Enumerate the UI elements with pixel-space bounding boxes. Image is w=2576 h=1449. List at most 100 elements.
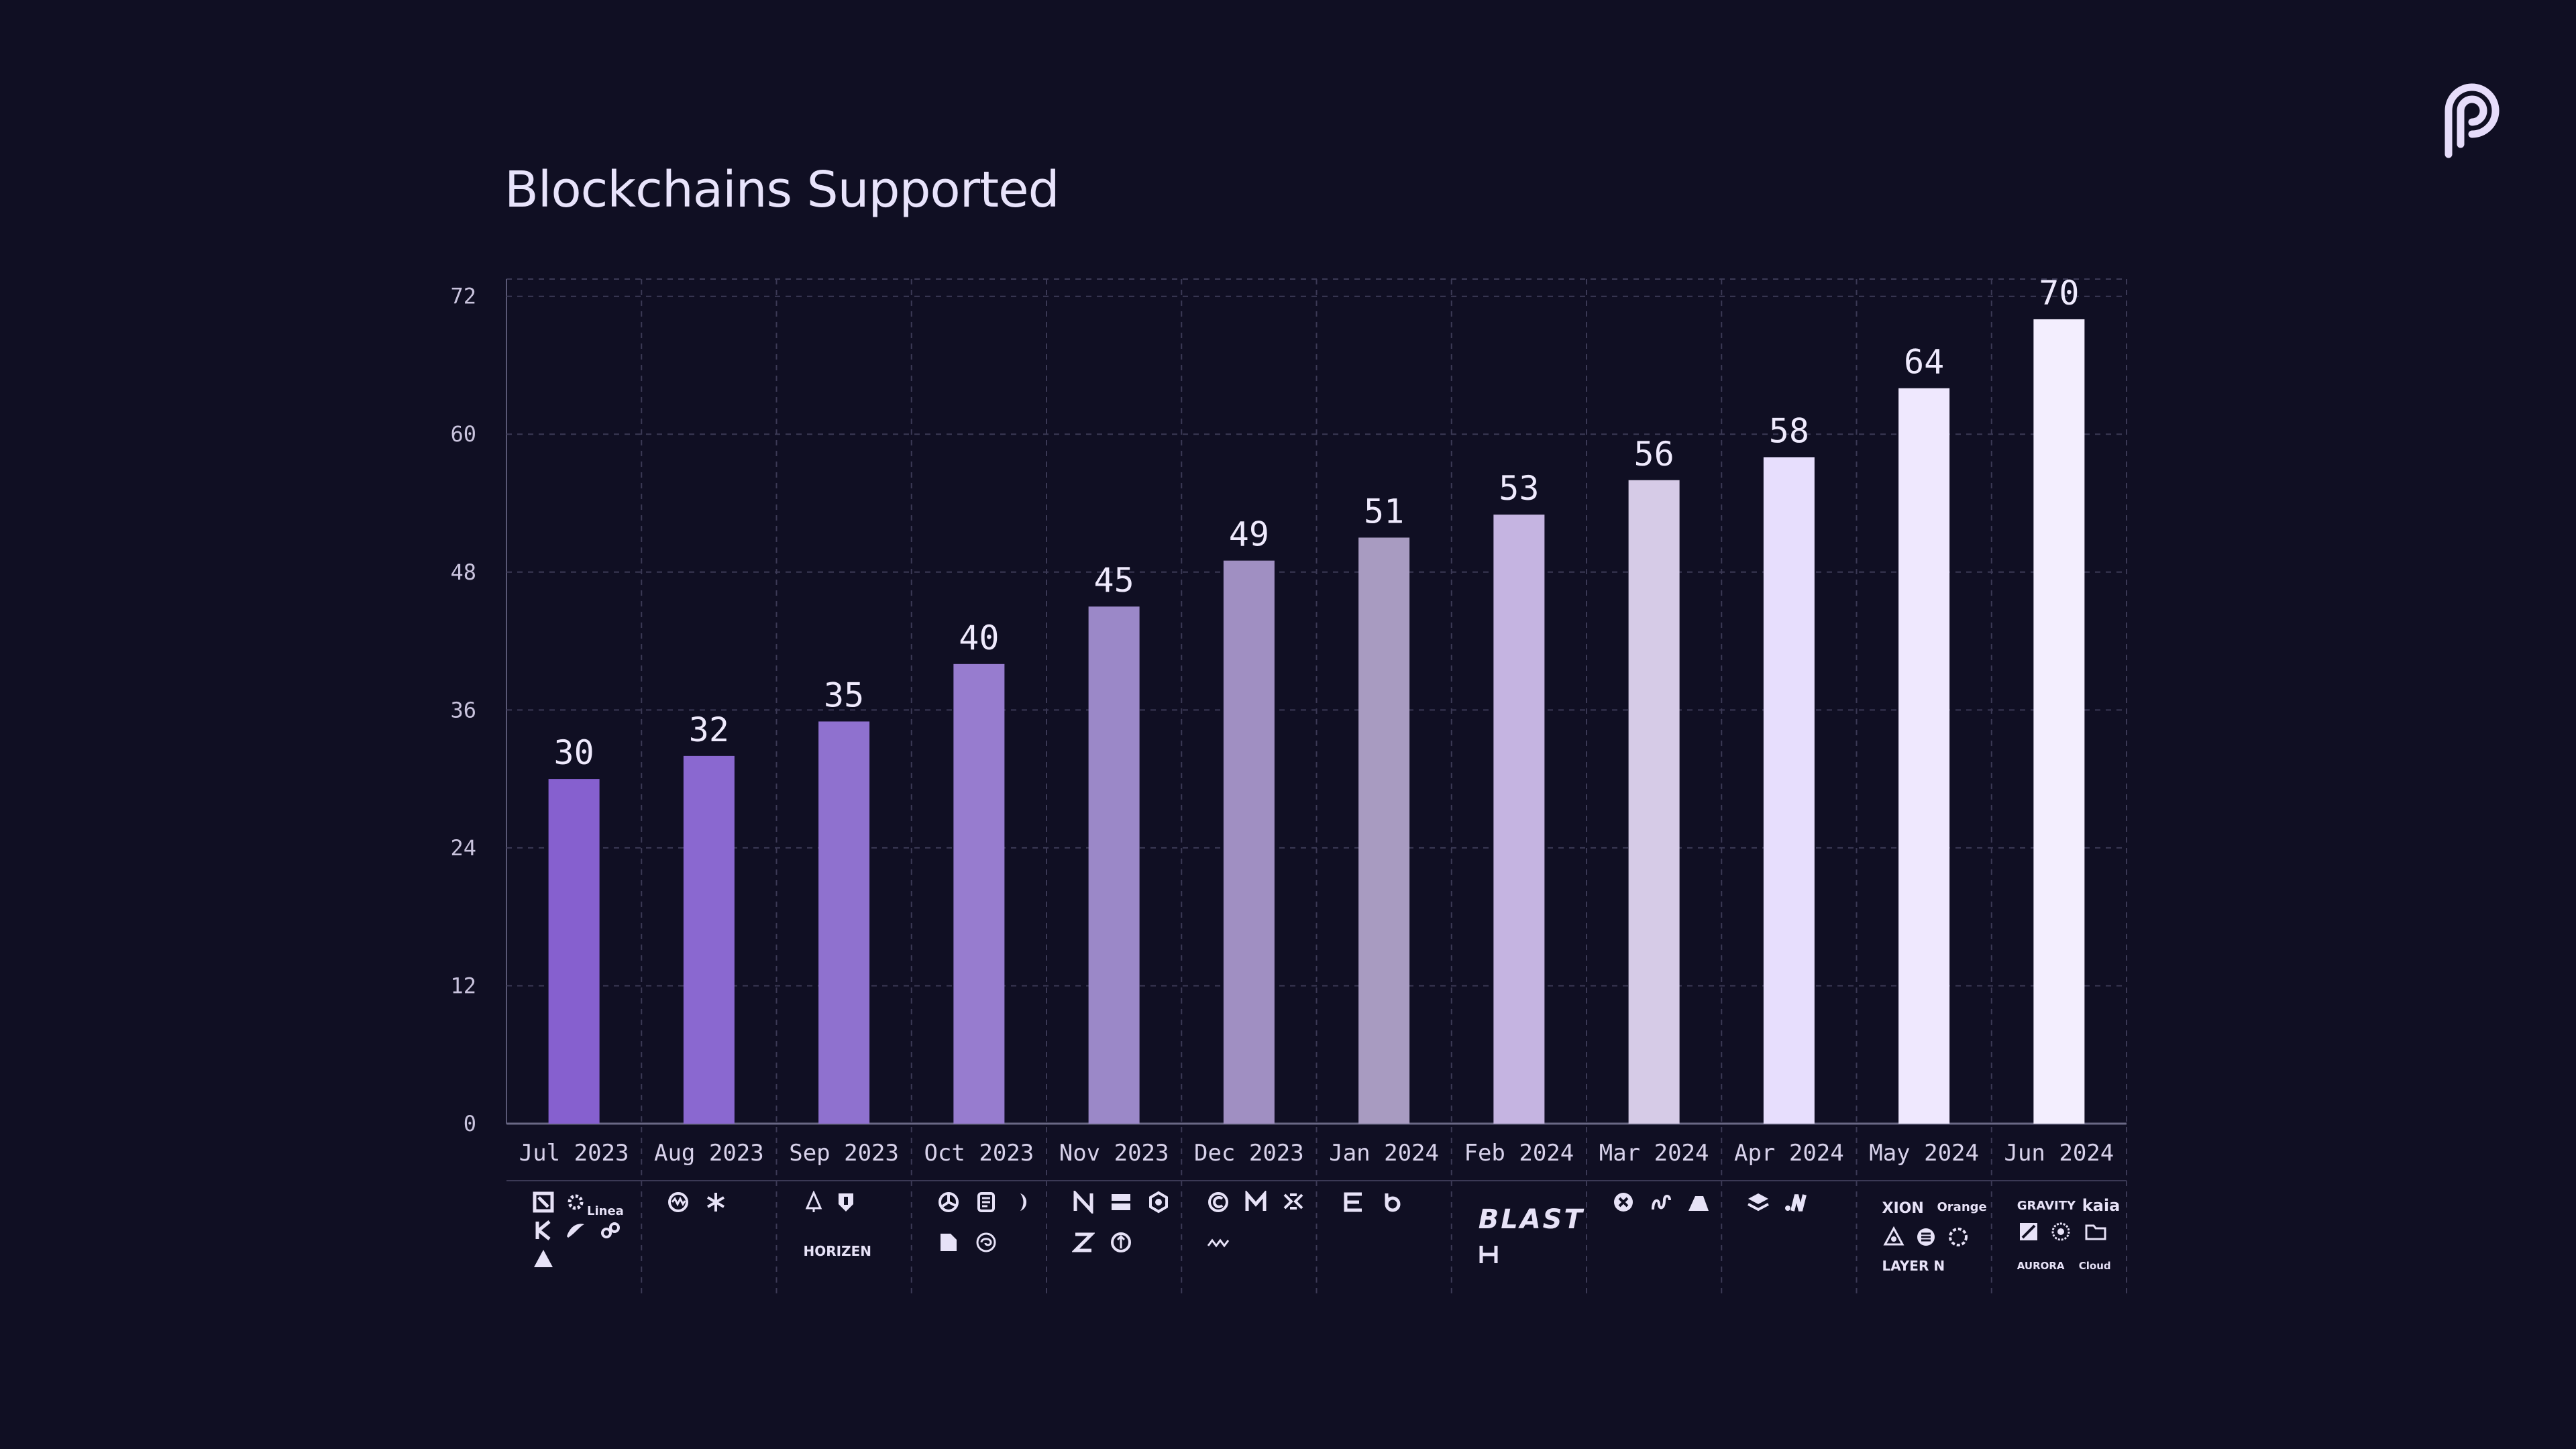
y-tick-label: 24 — [450, 835, 476, 861]
x-tick-label: Nov 2023 — [1059, 1140, 1169, 1167]
chain-logo-group: HORIZEN — [790, 1191, 924, 1291]
chain-logo-group — [925, 1191, 1059, 1291]
asterisk-icon — [707, 1193, 725, 1212]
data-label: 64 — [1904, 343, 1944, 382]
wing-icon — [567, 1224, 584, 1238]
triangle-icon — [534, 1250, 553, 1267]
chain-logo-group: Linea — [520, 1191, 654, 1291]
ring-icon — [1948, 1228, 1968, 1246]
bar — [683, 755, 735, 1124]
x-tick-label: Dec 2023 — [1194, 1140, 1304, 1167]
chain-logo-group — [1600, 1191, 1734, 1291]
moon-icon — [1020, 1193, 1026, 1211]
data-label: 32 — [689, 710, 729, 749]
bar — [1763, 457, 1815, 1124]
y-tick-label: 48 — [450, 559, 476, 585]
tree-icon — [805, 1191, 822, 1212]
y-tick-label: 72 — [450, 284, 476, 309]
data-label: 56 — [1634, 435, 1674, 474]
data-label: 30 — [554, 733, 594, 772]
bar — [1628, 480, 1680, 1124]
bar — [1493, 515, 1545, 1124]
chain-wordmark: Cloud — [2078, 1260, 2111, 1272]
y-tick-label: 0 — [464, 1111, 476, 1136]
bar — [548, 779, 600, 1124]
mountain-icon — [1688, 1196, 1709, 1211]
hex-icon — [1149, 1191, 1168, 1214]
flower-icon — [2051, 1222, 2070, 1241]
link-icon — [601, 1222, 620, 1238]
wave-icon — [1652, 1195, 1671, 1210]
data-label: 45 — [1094, 561, 1134, 600]
data-label: 51 — [1364, 492, 1404, 531]
x-tick-label: Jan 2024 — [1329, 1140, 1439, 1167]
x-tick-label: May 2024 — [1869, 1140, 1979, 1167]
sun-icon — [568, 1194, 584, 1210]
x-pattern-icon — [1283, 1193, 1303, 1210]
chain-logo-group — [1195, 1191, 1329, 1291]
bar — [818, 721, 870, 1124]
bar — [953, 663, 1005, 1124]
y-tick-label: 60 — [450, 421, 476, 447]
x-tick-label: Mar 2024 — [1599, 1140, 1709, 1167]
chain-wordmark: Linea — [587, 1204, 624, 1218]
chain-logo-group — [1060, 1191, 1194, 1291]
chain-logo-group — [1330, 1191, 1464, 1291]
box-icon — [1112, 1194, 1130, 1210]
coin-icon — [1111, 1232, 1131, 1252]
x-tick-label: Aug 2023 — [654, 1140, 764, 1167]
chain-logo-group: GRAVITY kaia AURORA Cloud — [2005, 1191, 2139, 1291]
square-icon — [533, 1191, 554, 1213]
wave-circle-icon — [668, 1192, 689, 1212]
folder-icon — [2085, 1224, 2106, 1240]
s-circle-icon — [1917, 1228, 1935, 1246]
data-label: 40 — [959, 619, 999, 657]
x-tick-label: Oct 2023 — [924, 1140, 1034, 1167]
chain-wordmark: BLAST — [1478, 1204, 1585, 1235]
chain-wordmark: LAYER N — [1882, 1258, 1945, 1274]
scroll-icon — [977, 1192, 995, 1212]
y-tick-label: 12 — [450, 973, 476, 998]
chain-logo-group: BLAST — [1465, 1191, 1599, 1291]
swirl-icon — [938, 1192, 959, 1212]
m-icon — [1245, 1191, 1267, 1211]
x-tick-label: Feb 2024 — [1464, 1140, 1574, 1167]
layers-icon — [1748, 1193, 1770, 1212]
shield-icon — [838, 1193, 853, 1212]
dots-m-icon — [1785, 1194, 1807, 1212]
chain-logo-group — [1735, 1191, 1869, 1291]
chain-logo-group — [655, 1191, 789, 1291]
c-icon — [1208, 1192, 1229, 1212]
chain-wordmark: GRAVITY — [2017, 1199, 2076, 1213]
n-icon — [1073, 1191, 1093, 1214]
squiggle-icon — [1208, 1238, 1230, 1248]
chain-wordmark: kaia — [2082, 1196, 2121, 1215]
z-icon — [1072, 1232, 1095, 1252]
pyth-logo-icon — [2445, 83, 2500, 158]
spiral-icon — [976, 1232, 996, 1252]
x-tick-label: Apr 2024 — [1734, 1140, 1844, 1167]
data-label: 53 — [1499, 469, 1539, 508]
page-icon — [940, 1234, 957, 1251]
e-icon — [1344, 1192, 1362, 1212]
x-tick-label: Jun 2024 — [2004, 1140, 2114, 1167]
triad-icon — [1882, 1226, 1904, 1246]
bar — [1223, 560, 1275, 1124]
x-tick-label: Jul 2023 — [519, 1140, 629, 1167]
chart-title: Blockchains Supported — [504, 161, 1060, 219]
h-icon — [1479, 1246, 1498, 1263]
chain-logo-group: XION Orange LAYER N — [1870, 1191, 2004, 1291]
data-label: 58 — [1769, 412, 1809, 451]
y-tick-label: 36 — [450, 697, 476, 722]
chain-wordmark: Orange — [1937, 1200, 1987, 1214]
bar — [1898, 388, 1950, 1124]
chain-wordmark: XION — [1882, 1200, 1924, 1217]
data-label: 70 — [2039, 274, 2079, 313]
x-tick-label: Sep 2023 — [789, 1140, 899, 1167]
chain-wordmark: AURORA — [2017, 1260, 2065, 1272]
bar — [1358, 537, 1410, 1124]
data-label: 35 — [824, 676, 864, 714]
chain-wordmark: HORIZEN — [803, 1243, 871, 1259]
bar — [2033, 319, 2085, 1124]
